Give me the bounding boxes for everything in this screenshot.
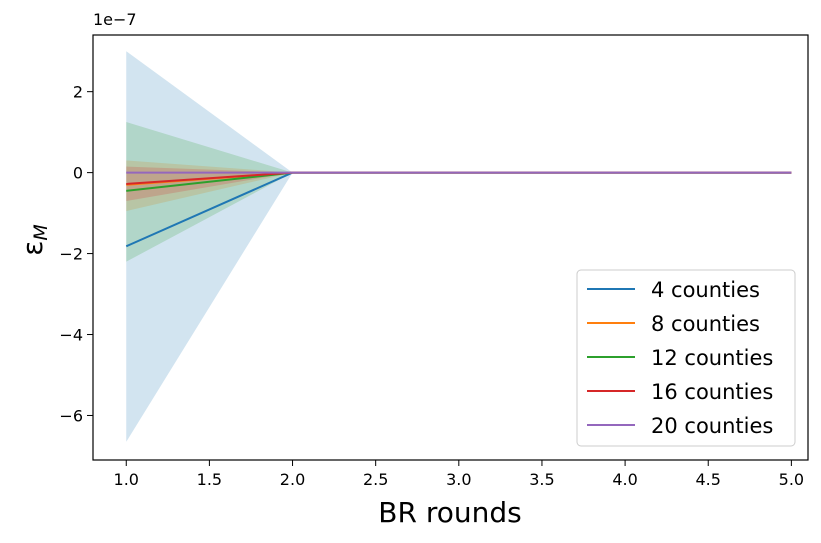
- x-tick-label: 5.0: [779, 470, 804, 489]
- confidence-bands: [126, 51, 792, 442]
- y-axis-title-main: ε: [16, 241, 49, 256]
- x-axis-title: BR rounds: [378, 496, 521, 529]
- legend: 4 counties 8 counties 12 counties 16 counti…: [576, 269, 796, 447]
- legend-label: 4 counties: [651, 278, 760, 302]
- x-tick-label: 4.5: [696, 470, 721, 489]
- legend-label: 16 counties: [651, 380, 773, 404]
- plot-frame: [92, 34, 809, 461]
- x-tick-label: 3.5: [529, 470, 554, 489]
- x-tick-label: 2.0: [280, 470, 305, 489]
- x-tick-label: 3.0: [446, 470, 471, 489]
- y-tick-label: −4: [59, 326, 83, 345]
- y-axis-title: εM: [16, 224, 52, 256]
- y-tick-label: −6: [59, 406, 83, 425]
- series-lines: [125, 171, 792, 248]
- legend-label: 20 counties: [651, 414, 773, 438]
- y-tick-label: −2: [59, 245, 83, 264]
- y-tick-label: 0: [73, 164, 83, 183]
- y-offset-label: 1e−7: [93, 10, 137, 29]
- y-axis-title-subscript: M: [30, 224, 52, 240]
- band-series-4: [126, 166, 792, 201]
- x-tick-label: 1.5: [197, 470, 222, 489]
- x-tick-label: 1.0: [114, 470, 139, 489]
- legend-label: 12 counties: [651, 346, 773, 370]
- x-axis: 1.0 1.5 2.0 2.5 3.0 3.5 4.0 4.5 5.0: [114, 460, 804, 489]
- y-axis: 2 0 −2 −4 −6: [59, 83, 93, 425]
- legend-label: 8 counties: [651, 312, 760, 336]
- band-series-2: [126, 160, 792, 212]
- legend-frame: [576, 269, 796, 447]
- x-tick-label: 4.0: [612, 470, 637, 489]
- x-tick-label: 2.5: [363, 470, 388, 489]
- y-tick-label: 2: [73, 83, 83, 102]
